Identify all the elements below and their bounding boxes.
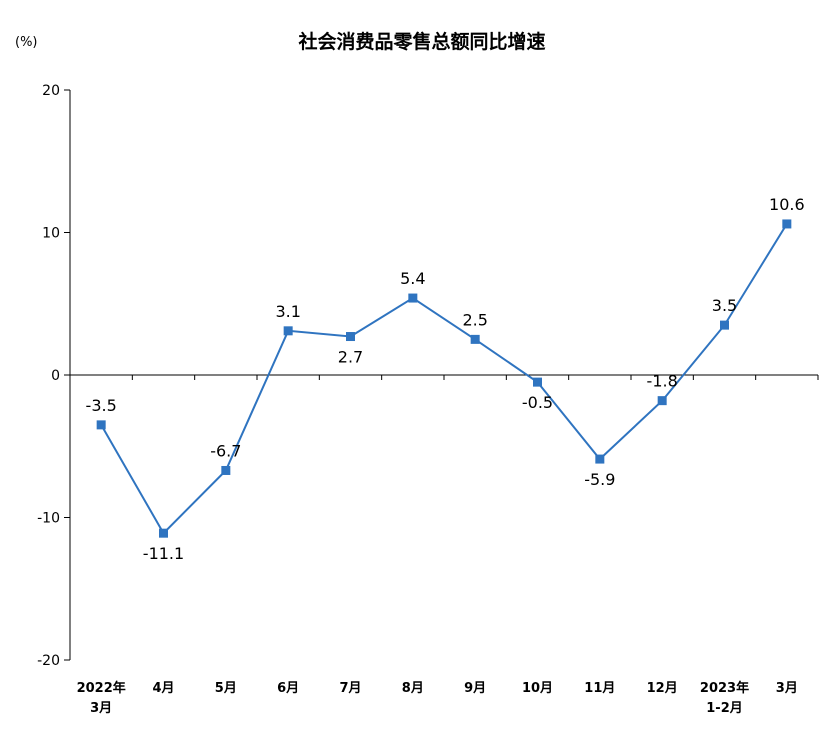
data-point — [470, 334, 480, 344]
y-axis-ticks: 20 10 0 -10 -20 — [37, 83, 70, 669]
x-tick-label: 12月 — [647, 681, 678, 696]
x-tick-label-line: 2023年 — [700, 680, 749, 696]
y-tick-label: -20 — [37, 653, 60, 669]
data-point — [782, 219, 792, 229]
data-point — [96, 420, 106, 430]
x-tick-label-line: 9月 — [464, 681, 486, 696]
data-label: 2.5 — [462, 310, 487, 329]
x-tick-label-line: 8月 — [402, 681, 424, 696]
data-point — [283, 326, 293, 336]
x-tick-label-line: 5月 — [215, 681, 237, 696]
data-point — [159, 528, 168, 538]
x-tick-label-line: 11月 — [584, 681, 615, 696]
data-label: 10.6 — [769, 195, 805, 214]
y-tick-label: 0 — [51, 368, 60, 384]
x-tick-label: 6月 — [277, 681, 299, 696]
data-label: 5.4 — [400, 269, 425, 288]
x-tick-label-line: 3月 — [776, 681, 798, 696]
x-tick-label: 3月 — [776, 681, 798, 696]
data-label: 3.1 — [275, 302, 300, 321]
data-point — [657, 396, 667, 406]
series-line — [100, 223, 788, 535]
chart-title: 社会消费品零售总额同比增速 — [297, 30, 545, 53]
x-tick-label-line: 2022年 — [77, 680, 126, 696]
x-tick-label-line: 7月 — [339, 681, 361, 696]
x-tick-label-line: 4月 — [152, 681, 174, 696]
x-tick-label-line: 6月 — [277, 681, 299, 696]
x-tick-label: 9月 — [464, 681, 486, 696]
x-tick-label: 5月 — [215, 681, 237, 696]
x-tick-label: 10月 — [522, 681, 553, 696]
data-point — [720, 320, 729, 330]
x-tick-label-line: 10月 — [522, 681, 553, 696]
data-point — [346, 332, 355, 342]
data-label: -5.9 — [584, 470, 615, 489]
x-tick-label-line: 12月 — [647, 681, 678, 696]
data-label: -3.5 — [86, 396, 117, 415]
x-tick-label: 8月 — [402, 681, 424, 696]
data-label: -1.8 — [647, 372, 678, 391]
data-label: 2.7 — [338, 348, 363, 367]
y-tick-label: 20 — [42, 83, 60, 99]
x-tick-label: 4月 — [152, 681, 174, 696]
data-label: 3.5 — [712, 296, 737, 315]
data-label: -6.7 — [210, 441, 241, 460]
x-tick-label: 2023年 1-2月 — [700, 680, 749, 716]
y-unit-label: (%) — [15, 35, 38, 50]
data-point — [595, 454, 605, 464]
y-tick-label: -10 — [37, 511, 60, 527]
data-point — [221, 465, 231, 475]
x-tick-label-line: 3月 — [90, 701, 112, 716]
x-tick-label: 7月 — [339, 681, 361, 696]
series-line-group — [96, 219, 792, 538]
data-point — [408, 293, 418, 303]
data-label: -0.5 — [522, 393, 553, 412]
x-tick-label-line: 1-2月 — [706, 701, 743, 716]
x-tick-label: 11月 — [584, 681, 615, 696]
x-axis-ticks: 2022年 3月 4月 5月 6月 7月 8月 9月 10月 11月 12月 2023年 1-2月 3月 — [69, 375, 819, 716]
data-point — [533, 377, 542, 387]
data-labels: -3.5 -11.1 -6.7 3.1 2.7 5.4 2.5 -0.5 -5.9 -1.8 3.5… — [86, 195, 805, 563]
x-tick-label: 2022年 3月 — [77, 680, 126, 716]
y-tick-label: 10 — [42, 226, 60, 242]
data-label: -11.1 — [143, 544, 184, 563]
